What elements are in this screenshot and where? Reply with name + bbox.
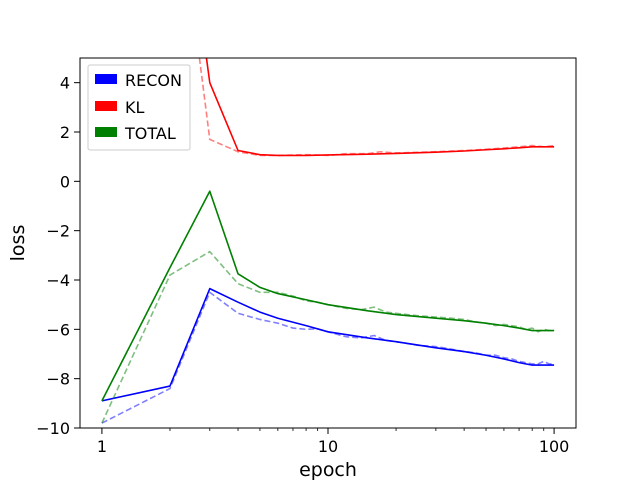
legend-label-total: TOTAL [124, 124, 176, 143]
y-tick-label: −6 [46, 320, 70, 339]
x-tick-label: 100 [539, 437, 570, 456]
y-tick-label: 0 [60, 172, 70, 191]
y-axis-label: loss [7, 225, 29, 262]
y-tick-label: −10 [36, 419, 70, 438]
y-tick-label: −8 [46, 370, 70, 389]
series-line-total [101, 190, 555, 402]
legend: RECON KL TOTAL [87, 64, 191, 151]
x-tick-label: 1 [97, 437, 107, 456]
y-tick-label: −4 [46, 271, 70, 290]
y-tick-label: −2 [46, 222, 70, 241]
y-tick-label: 4 [60, 74, 70, 93]
series-dashed-line-4 [198, 58, 555, 157]
legend-swatch-total [95, 127, 117, 137]
legend-label-kl: KL [125, 98, 144, 117]
series-dashed-line-3 [101, 291, 555, 424]
legend-label-recon: RECON [125, 71, 182, 90]
x-axis-label: epoch [299, 459, 357, 480]
y-tick-label: 2 [60, 123, 70, 142]
x-tick-label: 10 [318, 437, 338, 456]
series-line-kl [205, 58, 555, 157]
legend-swatch-kl [95, 101, 117, 111]
series-layer [101, 58, 555, 424]
legend-swatch-recon [95, 74, 117, 84]
series-line-recon [101, 287, 555, 402]
series-dashed-line-5 [101, 250, 555, 424]
axis-ticks: 1 10 100 −10 −8 −6 −4 −2 0 2 4 [36, 74, 569, 456]
